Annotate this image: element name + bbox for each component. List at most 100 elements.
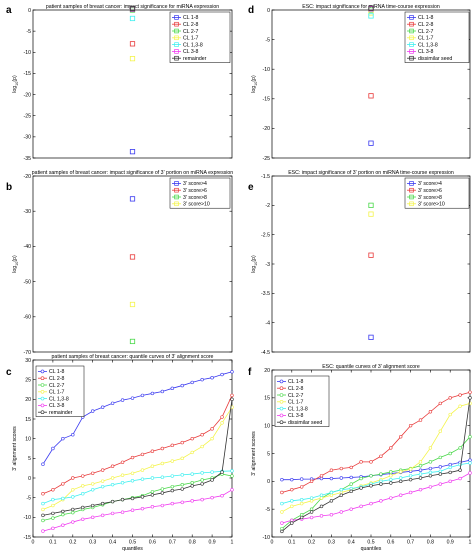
marker-dissimilar-seed <box>368 5 374 11</box>
x-tick-label: 0.1 <box>49 540 56 546</box>
data-point <box>408 490 413 495</box>
data-point <box>468 471 472 475</box>
x-tick-label: 1 <box>231 540 234 546</box>
data-point <box>329 513 334 517</box>
y-tick-label: -4.5 <box>261 350 270 356</box>
legend-swatch-marker <box>174 28 179 34</box>
data-point <box>81 517 85 521</box>
y-tick-label: -70 <box>24 350 32 356</box>
data-point <box>61 436 65 441</box>
data-point <box>160 446 165 451</box>
data-point <box>359 504 363 509</box>
data-point <box>319 504 324 509</box>
legend-label: CL 2-8 <box>418 22 433 28</box>
data-point <box>389 446 393 450</box>
data-point <box>90 503 95 508</box>
data-point <box>130 479 135 483</box>
legend-box <box>274 375 330 427</box>
legend-label: 3' score>4 <box>183 181 207 187</box>
legend-swatch-marker <box>40 376 45 381</box>
data-point <box>329 493 334 497</box>
data-point <box>418 487 423 492</box>
data-point <box>448 412 452 417</box>
marker-3-score-4 <box>368 334 374 340</box>
panel-f: f ESC: quantile curves of 3' alignment sc… <box>248 364 472 552</box>
x-tick-label: 1 <box>469 540 472 546</box>
panel-letter-c: c <box>6 367 12 378</box>
data-point <box>200 478 204 482</box>
data-point <box>200 471 204 475</box>
legend-label: CL 1,3-8 <box>49 396 69 402</box>
legend: CL 1-8CL 2-8CL 2-7CL 1-7CL 1,3-8CL 3-8di… <box>274 375 330 427</box>
data-point <box>90 515 95 520</box>
legend-label: CL 2-7 <box>418 29 433 35</box>
legend-swatch-marker <box>409 15 414 20</box>
data-point <box>230 469 234 473</box>
data-point <box>81 484 85 488</box>
data-point <box>389 470 393 474</box>
data-point <box>160 461 165 466</box>
y-tick-label: 15 <box>25 417 31 423</box>
marker-cl-1-8 <box>129 149 136 155</box>
y-tick-label: -25 <box>24 114 32 120</box>
data-point <box>51 503 55 508</box>
legend-label: 3' score>8 <box>183 195 207 201</box>
legend-swatch-marker <box>174 49 179 54</box>
legend-label: CL 2-8 <box>183 22 198 28</box>
data-point <box>438 401 442 406</box>
y-tick-label: -50 <box>24 279 32 285</box>
data-point <box>468 458 472 462</box>
data-point <box>359 486 363 490</box>
x-tick-label: 0.2 <box>69 540 76 546</box>
data-point <box>150 464 155 468</box>
data-point <box>428 466 433 471</box>
legend-label: 3' score>6 <box>183 188 207 194</box>
legend-swatch-marker <box>409 49 414 54</box>
data-point <box>41 507 45 512</box>
legend-swatch-marker <box>174 187 179 193</box>
data-point <box>319 496 324 500</box>
data-point <box>408 423 413 428</box>
x-tick-label: 0.4 <box>109 540 116 546</box>
data-point <box>170 501 175 506</box>
data-point <box>339 466 343 471</box>
data-point <box>190 380 194 385</box>
legend-label: dissimilar seed <box>418 56 452 62</box>
data-point <box>150 476 155 480</box>
x-tick-label: 0.9 <box>447 540 454 546</box>
data-point <box>110 476 115 480</box>
data-point <box>329 490 334 495</box>
data-point <box>71 476 75 480</box>
legend-swatch-marker <box>40 383 45 387</box>
legend: CL 1-8CL 2-8CL 2-7CL 1-7CL 1,3-8CL 3-8di… <box>404 11 470 63</box>
data-point <box>349 489 353 494</box>
y-axis-label: log10(p) <box>12 255 19 273</box>
legend-label: CL 3-8 <box>49 403 64 409</box>
legend: 3' score>43' score>63' score>83' score>1… <box>404 177 470 209</box>
y-tick-label: -2 <box>265 203 270 209</box>
data-point <box>210 470 214 474</box>
marker-cl-1-7 <box>129 56 136 62</box>
data-point <box>280 521 284 525</box>
legend-swatch-marker <box>409 181 414 186</box>
y-axis-label: 3' alignment scores <box>251 431 257 476</box>
data-point <box>458 476 462 481</box>
data-point <box>290 487 294 492</box>
data-point <box>359 476 363 481</box>
y-tick-label: -25 <box>263 156 271 162</box>
data-point <box>329 468 334 472</box>
legend-swatch-marker <box>174 201 179 207</box>
data-point <box>130 396 135 400</box>
data-point <box>290 499 294 503</box>
legend-label: CL 3-8 <box>183 49 198 55</box>
y-tick-label: -30 <box>24 135 32 141</box>
data-point <box>180 482 184 487</box>
data-point <box>120 497 125 502</box>
data-point <box>349 486 353 491</box>
data-point <box>309 515 314 520</box>
y-tick-label: -15 <box>24 71 32 77</box>
legend-swatch-marker <box>409 21 414 27</box>
x-axis-label: quantiles <box>122 546 143 552</box>
legend-swatch-marker <box>279 406 284 411</box>
data-point <box>90 488 95 492</box>
